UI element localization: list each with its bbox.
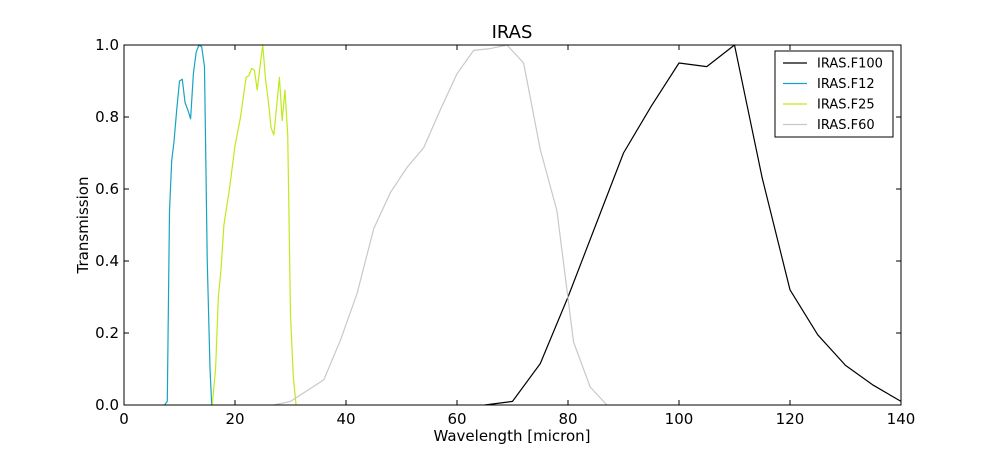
series-layer bbox=[164, 44, 902, 406]
series-line-iras-f100 bbox=[484, 44, 902, 406]
x-tick-label: 40 bbox=[336, 410, 355, 428]
x-tick-label: 120 bbox=[776, 410, 805, 428]
x-tick-label: 60 bbox=[447, 410, 466, 428]
series-line-iras-f25 bbox=[211, 44, 297, 406]
legend-frame bbox=[774, 50, 894, 138]
y-axis-label: Transmission bbox=[74, 177, 92, 275]
y-tick-label: 0.2 bbox=[95, 324, 119, 342]
legend-items: IRAS.F100 IRAS.F12 IRAS.F25 IRAS.F60 bbox=[783, 57, 883, 133]
x-tick-label: 80 bbox=[558, 410, 577, 428]
x-tick-label: 140 bbox=[887, 410, 916, 428]
x-tick-label: 0 bbox=[119, 410, 129, 428]
y-tick-label: 0.6 bbox=[95, 180, 119, 198]
y-tick-label: 1.0 bbox=[95, 36, 119, 54]
chart-title: IRAS bbox=[492, 22, 533, 43]
y-tick-label: 0.8 bbox=[95, 108, 119, 126]
legend-label-iras-f12: IRAS.F12 bbox=[817, 77, 875, 92]
y-tick-label: 0.4 bbox=[95, 252, 119, 270]
x-tick-label: 20 bbox=[225, 410, 244, 428]
x-tick-label: 100 bbox=[665, 410, 694, 428]
plot-frame bbox=[123, 44, 902, 406]
legend-label-iras-f100: IRAS.F100 bbox=[817, 57, 883, 72]
legend: IRAS.F100 IRAS.F12 IRAS.F25 IRAS.F60 bbox=[774, 50, 894, 138]
y-tick-label: 0.0 bbox=[95, 396, 119, 414]
ticks-layer: 0 20 40 60 80 100 120 140 0.0 0.2 0.4 0.6 0.8 1.0 bbox=[95, 36, 915, 428]
legend-label-iras-f25: IRAS.F25 bbox=[817, 98, 875, 113]
legend-label-iras-f60: IRAS.F60 bbox=[817, 118, 875, 133]
plot-area: 0 20 40 60 80 100 120 140 0.0 0.2 0.4 0.6 0.8 1.0 bbox=[95, 36, 915, 428]
x-axis-label: Wavelength [micron] bbox=[433, 427, 590, 445]
series-line-iras-f12 bbox=[164, 44, 213, 406]
series-line-iras-f60 bbox=[273, 44, 608, 406]
